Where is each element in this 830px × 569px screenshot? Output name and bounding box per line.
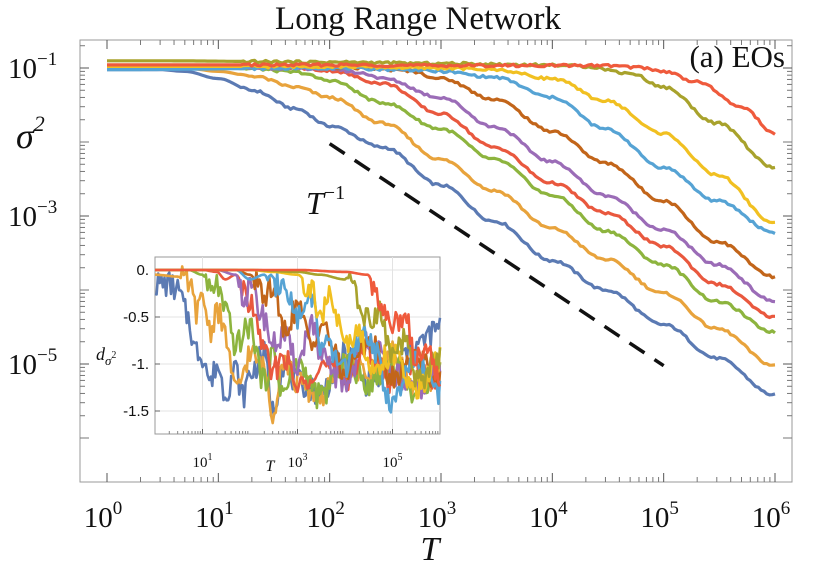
- y-axis-label: σ2: [16, 111, 45, 156]
- series-group: [107, 58, 776, 397]
- reference-line-label: T−1: [306, 182, 345, 221]
- x-tick-label: 106: [752, 498, 791, 534]
- x-tick-label: 101: [195, 498, 234, 534]
- y-tick-label: 10−3: [8, 197, 57, 233]
- inset-series-group: [154, 265, 442, 425]
- x-tick-label: 104: [529, 498, 568, 534]
- series-line-s10: [107, 62, 776, 136]
- inset-x-axis-label: T: [266, 458, 276, 475]
- reference-line: [328, 142, 665, 368]
- series-line-s1: [107, 68, 776, 397]
- x-tick-label: 100: [84, 498, 123, 534]
- inset-y-tick-label: -1.5: [123, 403, 149, 420]
- inset-y-axis-label: dσ2: [96, 344, 116, 368]
- y-axis-ticks: 10−1 10−3 10−5: [8, 45, 792, 439]
- inset-y-tick-label: 0.: [136, 262, 149, 279]
- inset-x-tick-label: 101: [193, 452, 213, 471]
- inset-y-axis-ticks: 0. -0.5 -1. -1.5: [123, 262, 160, 420]
- x-axis-label: T: [421, 531, 442, 568]
- chart-title: Long Range Network: [275, 1, 561, 37]
- x-tick-label: 102: [306, 498, 345, 534]
- y-tick-label: 10−5: [8, 345, 57, 381]
- inset-y-tick-label: -1.: [131, 356, 149, 373]
- panel-label: (a) EOs: [689, 39, 785, 74]
- inset-series-line-s10: [155, 268, 442, 387]
- series-line-s2: [107, 66, 776, 367]
- x-tick-label: 105: [640, 498, 679, 534]
- series-line-s9: [107, 58, 776, 170]
- y-tick-label: 10−1: [8, 49, 57, 85]
- inset-x-tick-label: 105: [383, 452, 403, 471]
- inset-x-tick-label: 103: [288, 452, 308, 471]
- x-axis-ticks: 100 101 102 103 104 105 106: [84, 40, 791, 534]
- inset-y-tick-label: -0.5: [123, 309, 149, 326]
- series-line-s7: [107, 65, 776, 235]
- x-tick-label: 103: [418, 498, 457, 534]
- inset-x-axis-ticks: 101 103 105: [168, 429, 439, 471]
